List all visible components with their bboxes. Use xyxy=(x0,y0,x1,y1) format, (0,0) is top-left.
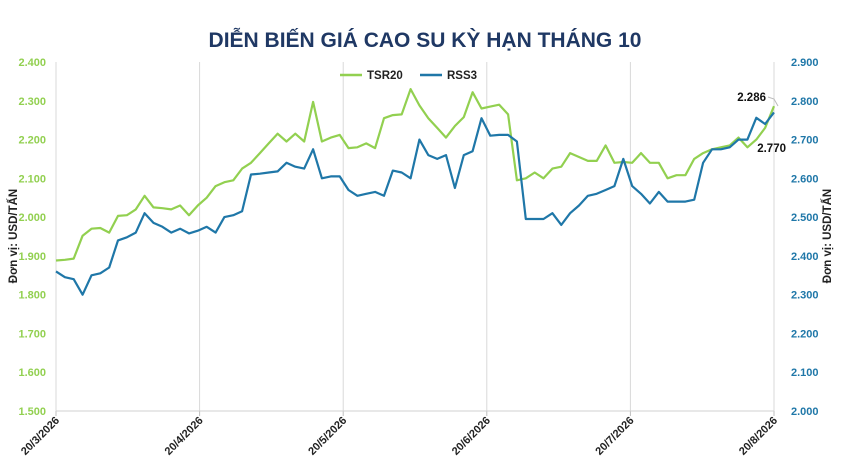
left-tick-label: 2.200 xyxy=(18,135,46,147)
right-axis-ticks: 2.000 2.100 2.200 2.300 2.400 2.500 2.600 2.700… xyxy=(791,57,819,418)
series-line-rss3 xyxy=(55,111,775,296)
series-line-tsr20 xyxy=(55,88,776,262)
right-tick-label: 2.000 xyxy=(791,406,819,418)
right-tick-label: 2.500 xyxy=(791,212,819,224)
right-tick-label: 2.900 xyxy=(791,57,819,69)
left-tick-label: 1.800 xyxy=(18,290,46,302)
right-tick-label: 2.400 xyxy=(791,251,819,263)
data-label-tsr20: 2.286 xyxy=(737,92,766,104)
left-axis-ticks: 1.500 1.600 1.700 1.800 1.900 2.000 2.100 2.200… xyxy=(18,57,46,418)
x-tick-label: 20/7/2026 xyxy=(593,415,636,458)
left-tick-label: 2.300 xyxy=(18,96,46,108)
x-tick-label: 20/6/2026 xyxy=(450,415,493,458)
left-tick-label: 1.900 xyxy=(18,251,46,263)
legend-label-tsr20: TSR20 xyxy=(367,70,403,82)
left-tick-label: 2.000 xyxy=(18,212,46,224)
x-tick-label: 20/4/2026 xyxy=(163,415,206,458)
right-tick-label: 2.600 xyxy=(791,173,819,185)
data-label-tsr20-group: 2.286 xyxy=(737,92,779,107)
right-tick-label: 2.300 xyxy=(791,290,819,302)
right-tick-label: 2.200 xyxy=(791,328,819,340)
x-tick-label: 20/8/2026 xyxy=(737,415,780,458)
right-tick-label: 2.800 xyxy=(791,96,819,108)
right-tick-label: 2.100 xyxy=(791,367,819,379)
data-label-tsr20-leader xyxy=(767,96,779,107)
x-tick-label: 20/5/2026 xyxy=(306,415,349,458)
left-tick-label: 1.500 xyxy=(18,406,46,418)
left-tick-label: 1.600 xyxy=(18,367,46,379)
left-tick-label: 1.700 xyxy=(18,328,46,340)
legend-label-rss3: RSS3 xyxy=(447,70,477,82)
left-tick-label: 2.400 xyxy=(18,57,46,69)
chart-title: DIỄN BIẾN GIÁ CAO SU KỲ HẠN THÁNG 10 xyxy=(209,28,642,52)
legend: TSR20 RSS3 xyxy=(340,70,477,82)
x-axis-ticks: 20/3/2026 20/4/2026 20/5/2026 20/6/2026 20/7… xyxy=(19,415,780,458)
left-axis-title: Đơn vị: USD/TẤN xyxy=(7,189,20,283)
right-tick-label: 2.700 xyxy=(791,135,819,147)
vertical-gridlines xyxy=(55,62,775,416)
left-tick-label: 2.100 xyxy=(18,173,46,185)
x-tick-label: 20/3/2026 xyxy=(19,415,62,458)
data-label-rss3: 2.770 xyxy=(757,143,786,155)
right-axis-title: Đơn vị: USD/TẤN xyxy=(821,189,834,283)
